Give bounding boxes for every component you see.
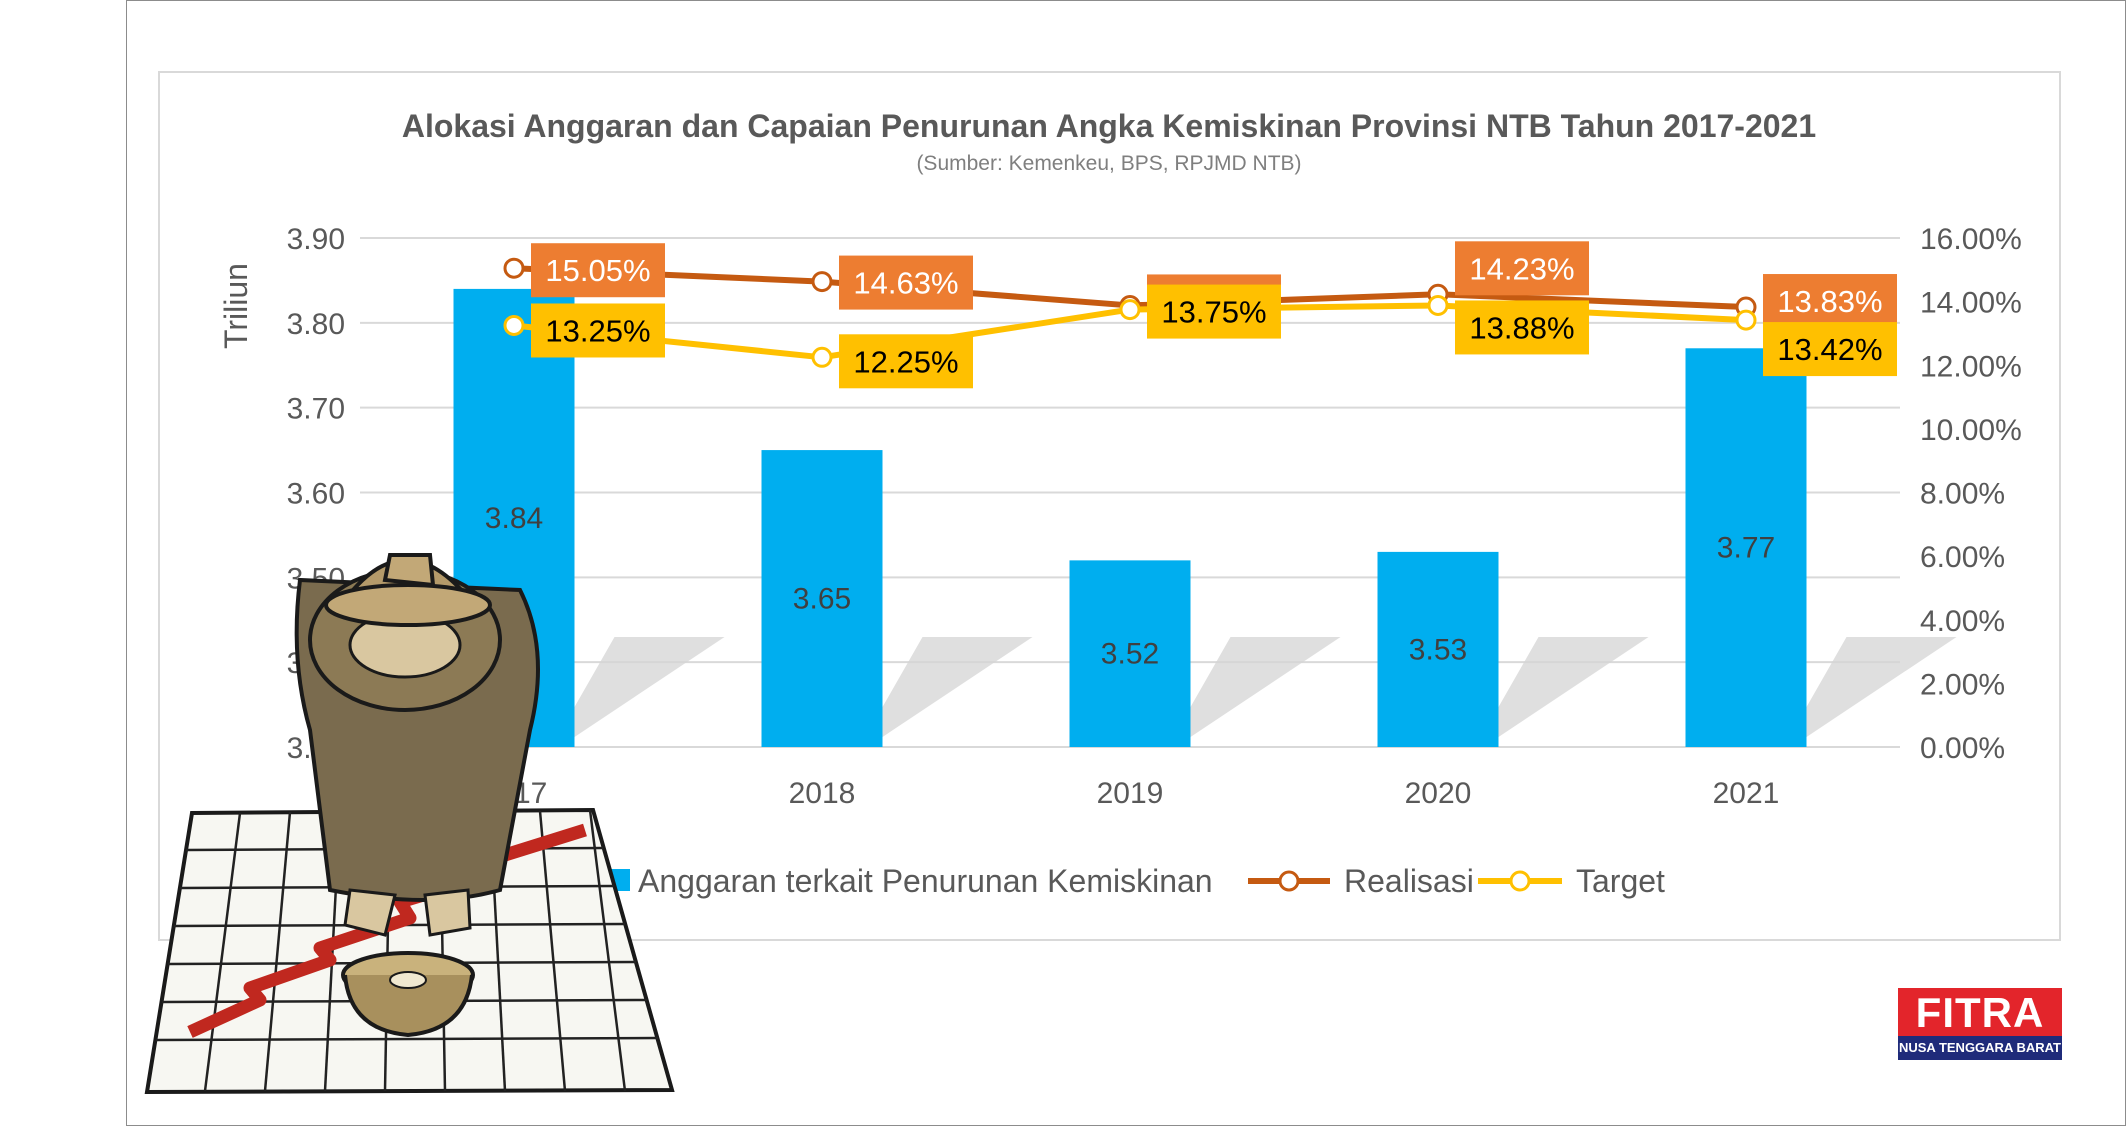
target-label-bg <box>839 334 973 389</box>
y2-axis-ticks: 0.00% 2.00% 4.00% 6.00% 8.00% 10.00% 12.00% 14.… <box>1920 223 2022 765</box>
target-label-bg <box>1763 322 1897 377</box>
bar-value-label: 3.52 <box>1101 638 1159 671</box>
x-axis-ticks: 20172018201920202021 <box>481 777 1780 810</box>
bar-shadows <box>574 637 1957 737</box>
y2-tick-label: 8.00% <box>1920 478 2005 511</box>
target-label-bg <box>1147 284 1281 339</box>
legend-label-anggaran: Anggaran terkait Penurunan Kemiskinan <box>638 863 1213 899</box>
target-label: 13.25% <box>545 313 650 348</box>
y2-tick-label: 10.00% <box>1920 414 2022 447</box>
target-label: 13.88% <box>1469 310 1574 345</box>
y-tick-label: 3.90 <box>287 223 345 256</box>
beggar-cartoon-illustration <box>144 553 675 1095</box>
bar-value-label: 3.53 <box>1409 633 1467 666</box>
bar-shadow <box>1190 637 1341 737</box>
realisasi-label-bg <box>1455 241 1589 296</box>
y2-tick-label: 16.00% <box>1920 223 2022 256</box>
bar <box>1377 551 1499 747</box>
y-axis-label: Triliun <box>218 263 254 349</box>
bar-shadow <box>1498 637 1649 737</box>
series-point <box>503 314 525 336</box>
target-label-bg <box>1455 300 1589 355</box>
target-label: 13.75% <box>1161 295 1266 330</box>
realisasi-label-bg <box>839 255 973 310</box>
y-tick-label: 3.80 <box>287 308 345 341</box>
x-tick-label: 2019 <box>1097 777 1164 810</box>
bar-shadow <box>882 637 1033 737</box>
series-point <box>1119 299 1141 321</box>
legend-marker-realisasi <box>1278 870 1300 892</box>
series-point <box>811 346 833 368</box>
bar-value-label: 3.65 <box>793 583 851 616</box>
chart-title: Alokasi Anggaran dan Capaian Penurunan A… <box>402 108 1816 144</box>
realisasi-label-bg <box>531 243 665 298</box>
realisasi-label: 13.83% <box>1777 284 1882 319</box>
target-label-bg <box>531 303 665 358</box>
bar <box>761 450 883 747</box>
realisasi-label: 14.23% <box>1469 251 1574 286</box>
bar <box>1069 560 1191 747</box>
y-tick-label: 3.60 <box>287 478 345 511</box>
y2-tick-label: 14.00% <box>1920 287 2022 320</box>
logo-brand: FITRA <box>1898 988 2062 1036</box>
y2-tick-label: 2.00% <box>1920 668 2005 701</box>
legend-marker-target <box>1509 870 1531 892</box>
data-labels: 3.84 3.65 3.52 3.53 3.77 15.05% 14.63% 13.88% 14… <box>485 241 1897 671</box>
fitra-logo: FITRA NUSA TENGGARA BARAT <box>1898 988 2062 1060</box>
y2-tick-label: 12.00% <box>1920 350 2022 383</box>
y2-tick-label: 4.00% <box>1920 605 2005 638</box>
bar <box>1685 348 1807 747</box>
target-label: 13.42% <box>1777 332 1882 367</box>
realisasi-label: 15.05% <box>545 253 650 288</box>
legend-label-target: Target <box>1576 863 1665 899</box>
bar-shadow <box>574 637 725 737</box>
target-label: 12.25% <box>853 344 958 379</box>
chart-subtitle: (Sumber: Kemenkeu, BPS, RPJMD NTB) <box>916 152 1301 175</box>
legend-label-realisasi: Realisasi <box>1344 863 1474 899</box>
bar-value-label: 3.84 <box>485 502 543 535</box>
series-point <box>503 257 525 279</box>
series-point <box>1427 294 1449 316</box>
y2-tick-label: 6.00% <box>1920 541 2005 574</box>
logo-region: NUSA TENGGARA BARAT <box>1898 1036 2062 1060</box>
bar-value-label: 3.77 <box>1717 532 1775 565</box>
x-tick-label: 2020 <box>1405 777 1472 810</box>
legend: Anggaran terkait Penurunan Kemiskinan Rea… <box>610 863 1665 899</box>
x-tick-label: 2021 <box>1713 777 1780 810</box>
realisasi-label: 14.63% <box>853 266 958 301</box>
y2-tick-label: 0.00% <box>1920 732 2005 765</box>
realisasi-label-bg <box>1763 274 1897 329</box>
bar-shadow <box>1806 637 1957 737</box>
series-point <box>811 271 833 293</box>
series-point <box>1735 309 1757 331</box>
x-tick-label: 2018 <box>789 777 856 810</box>
y-tick-label: 3.70 <box>287 393 345 426</box>
